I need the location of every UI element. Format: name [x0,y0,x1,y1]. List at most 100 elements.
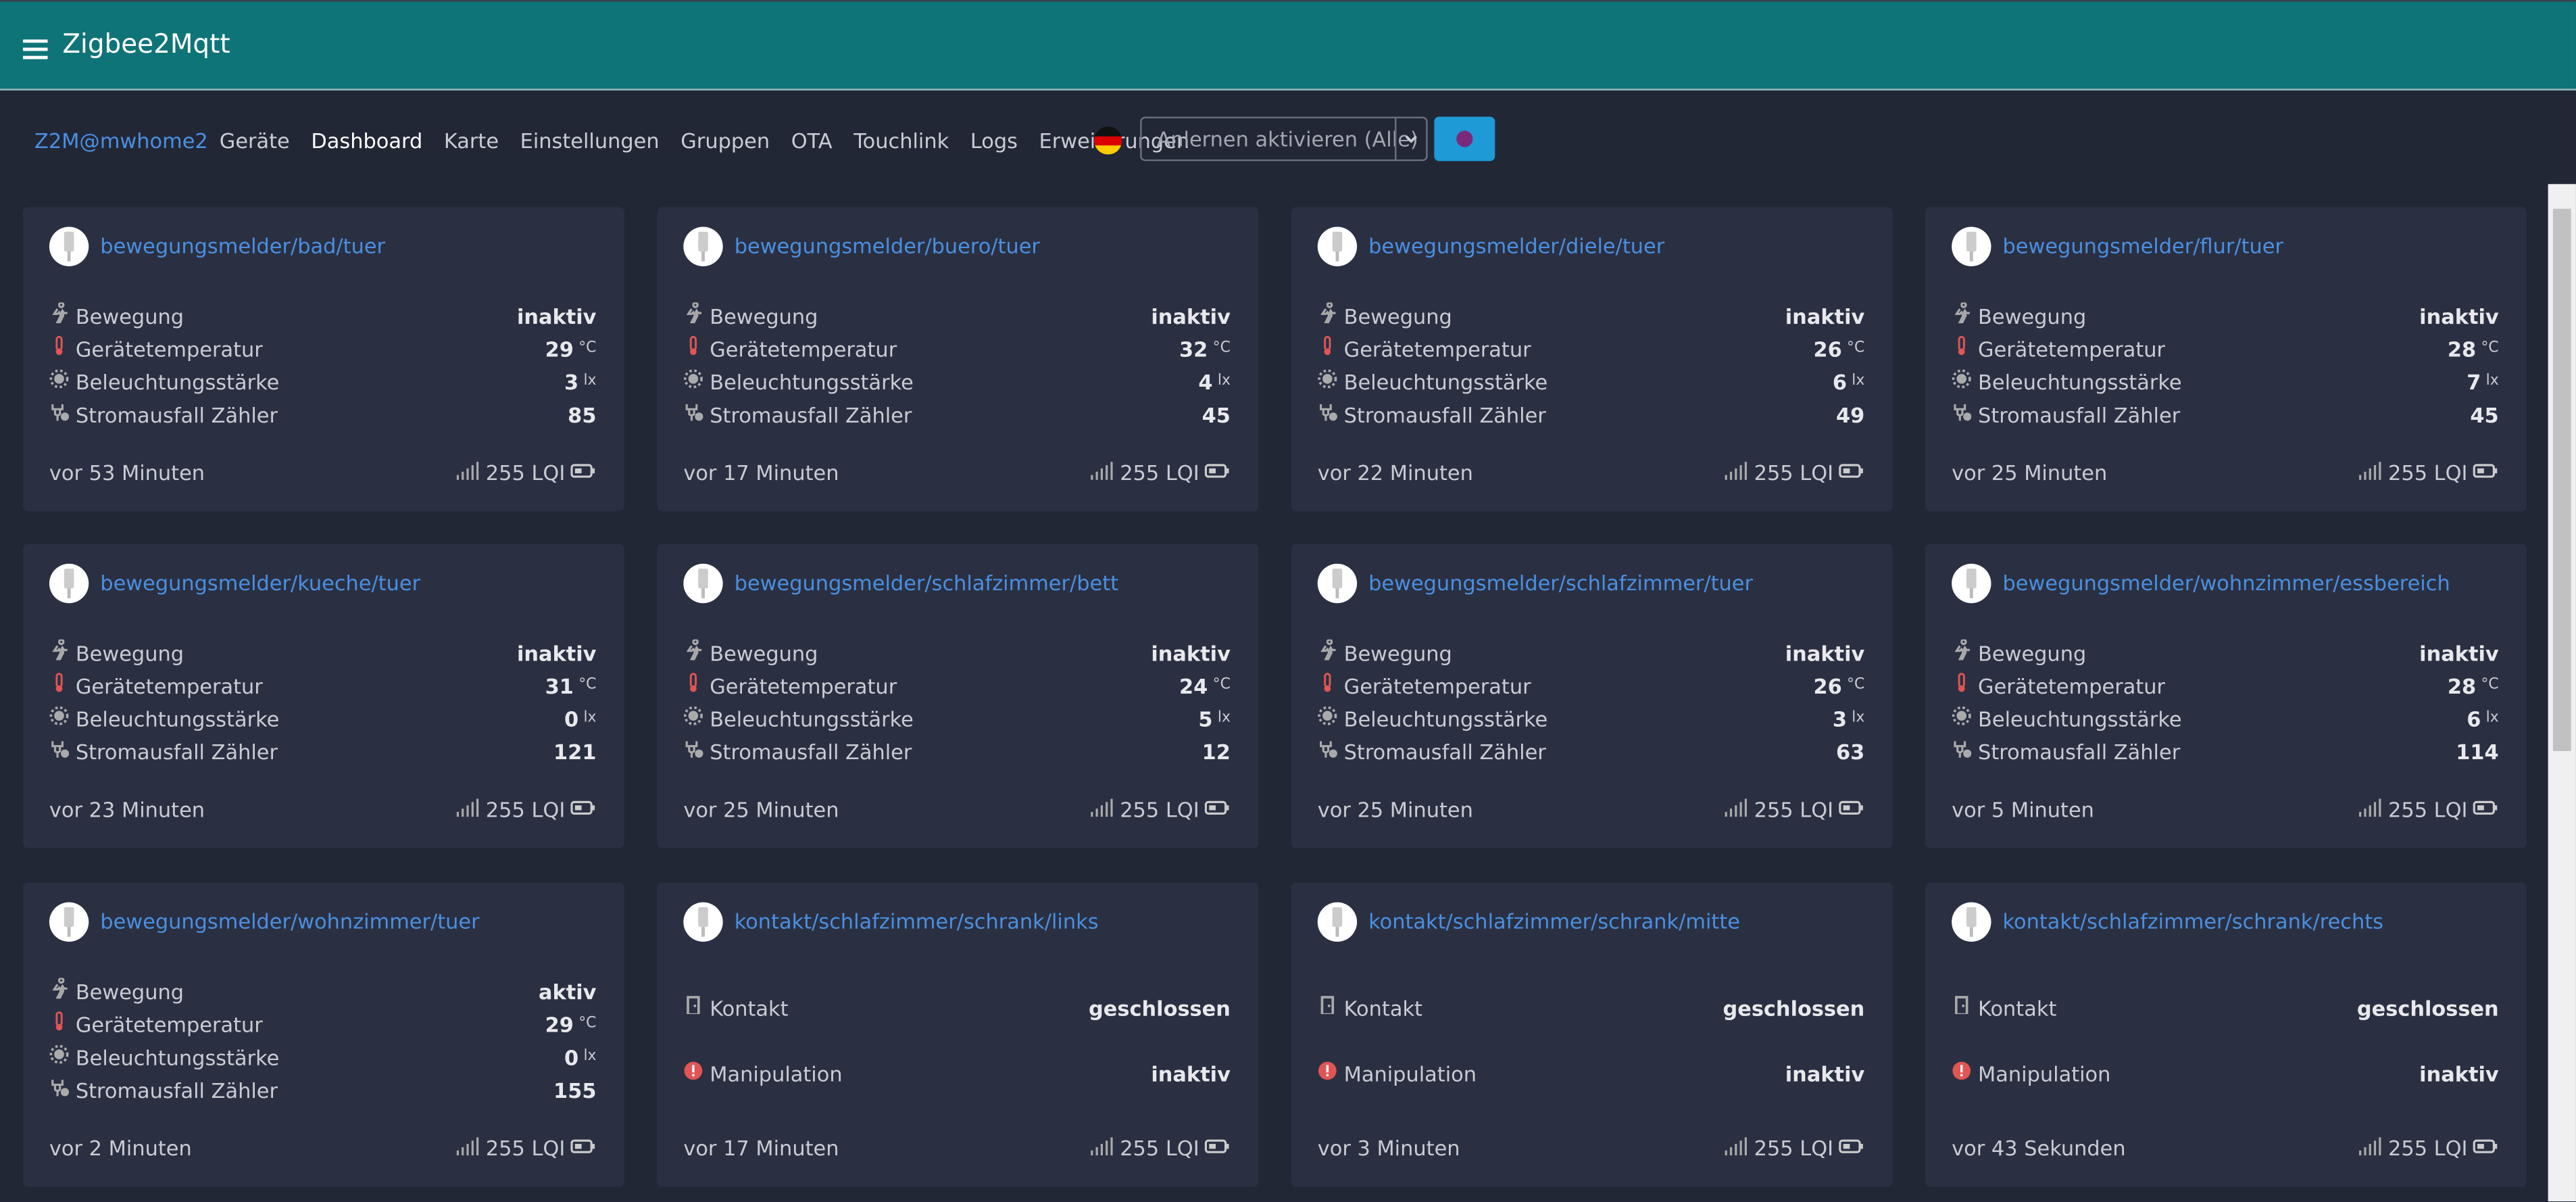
app-title: Zigbee2Mqtt [62,28,230,59]
device-image [1317,902,1358,942]
expose-label: Stromausfall Zähler [1343,738,1546,764]
nav-link[interactable]: Karte [443,127,499,152]
nav-link[interactable]: OTA [791,127,833,152]
expose-row: Bewegung inaktiv [1318,299,1864,332]
device-card: bewegungsmelder/diele/tuer Bewegung inakti… [1291,207,1893,512]
expose-label: Kontakt [1343,995,1422,1020]
nav-link[interactable]: Dashboard [311,127,423,152]
device-link[interactable]: bewegungsmelder/bad/tuer [100,233,386,258]
device-card: bewegungsmelder/flur/tuer Bewegung inaktiv… [1925,207,2527,512]
expose-icon [1952,994,1971,1021]
nav: Z2M@mwhome2 Geräte Dashboard Karte Einstellu… [34,123,1211,156]
nav-link[interactable]: Gruppen [680,127,770,152]
lqi: 255 LQI [485,1135,566,1161]
device-link[interactable]: bewegungsmelder/flur/tuer [2002,233,2283,258]
device-link[interactable]: bewegungsmelder/schlafzimmer/bett [734,570,1119,596]
expose-icon [683,994,703,1021]
expose-row: Gerätetemperatur 28 °C [1952,669,2499,702]
expose-label: Bewegung [75,640,184,665]
signal-icon [455,1136,486,1160]
expose-label: Gerätetemperatur [1343,673,1531,698]
expose-unit: lx [583,710,597,727]
device-link[interactable]: bewegungsmelder/wohnzimmer/tuer [100,909,480,934]
device-link[interactable]: kontakt/schlafzimmer/schrank/rechts [2002,909,2384,934]
last-seen: vor 22 Minuten [1317,460,1473,485]
expose-label: Gerätetemperatur [75,336,263,361]
expose-label: Beleuchtungsstärke [1343,706,1548,731]
expose-icon [1318,335,1337,362]
expose-label: Beleuchtungsstärke [75,368,280,394]
expose-label: Gerätetemperatur [1343,336,1531,361]
nav-link[interactable]: Touchlink [853,127,949,152]
device-image [1952,226,1991,266]
expose-label: Stromausfall Zähler [75,402,278,427]
device-link[interactable]: bewegungsmelder/diele/tuer [1368,233,1665,258]
expose-label: Bewegung [75,978,184,1004]
expose-icon [1318,368,1337,395]
device-link[interactable]: bewegungsmelder/wohnzimmer/essbereich [2002,570,2450,596]
exposes: Bewegung inaktiv Gerätetemperatur 24 °C Beleu… [683,636,1231,767]
expose-icon [1318,401,1337,427]
expose-row: Bewegung inaktiv [683,636,1231,669]
expose-unit: lx [1852,710,1865,727]
expose-value: geschlossen [1089,995,1231,1020]
expose-icon [49,1044,69,1070]
scrollbar[interactable] [2548,184,2576,1202]
expose-unit: lx [1217,710,1231,727]
expose-value: inaktiv [1785,1061,1865,1086]
expose-icon [49,1011,69,1037]
device-card: bewegungsmelder/buero/tuer Bewegung inakti… [657,207,1259,512]
expose-row: Stromausfall Zähler 63 [1318,735,1864,768]
scrollbar-thumb[interactable] [2552,208,2571,752]
expose-icon [49,401,70,427]
battery-icon [565,460,596,485]
device-image [683,902,723,942]
expose-label: Manipulation [1343,1061,1477,1086]
lqi: 255 LQI [1120,460,1199,485]
exposes: Bewegung aktiv Gerätetemperatur 29 °C Beleuch… [49,975,597,1106]
expose-row: Beleuchtungsstärke 6 lx [1318,365,1864,398]
expose-icon [683,335,703,362]
device-link[interactable]: kontakt/schlafzimmer/schrank/mitte [1368,909,1740,934]
dropdown-toggle[interactable] [1395,118,1426,160]
permit-join-button[interactable] [1434,116,1495,162]
expose-label: Stromausfall Zähler [710,738,912,764]
expose-row: Stromausfall Zähler 85 [49,398,597,431]
device-image [49,902,89,942]
expose-row: Bewegung inaktiv [1952,299,2499,332]
nav-link[interactable]: Einstellungen [520,127,660,152]
instance-link[interactable]: Z2M@mwhome2 [34,127,208,152]
expose-label: Kontakt [1978,995,2057,1020]
last-seen: vor 17 Minuten [683,460,839,485]
device-image [49,226,89,266]
last-seen: vor 25 Minuten [1952,460,2108,485]
nav-link[interactable]: Geräte [219,127,290,152]
language-flag[interactable] [1094,126,1122,155]
expose-value: inaktiv [1785,640,1865,665]
expose-icon [1318,994,1337,1021]
select-text: Anlernen aktivieren (Alle) [1156,126,1418,151]
card-footer: vor 3 Minuten 255 LQI [1318,1136,1865,1160]
expose-icon [49,638,69,666]
expose-label: Bewegung [1343,640,1452,665]
expose-row: Gerätetemperatur 29 °C [49,1007,597,1040]
expose-value: inaktiv [516,640,597,665]
expose-label: Stromausfall Zähler [1978,738,2181,764]
device-link[interactable]: bewegungsmelder/kueche/tuer [100,570,421,596]
device-link[interactable]: bewegungsmelder/buero/tuer [734,233,1040,258]
signal-icon [1089,460,1120,485]
device-link[interactable]: kontakt/schlafzimmer/schrank/links [734,909,1099,934]
expose-value: inaktiv [1151,1061,1231,1086]
nav-link[interactable]: Logs [970,127,1018,152]
device-link[interactable]: bewegungsmelder/schlafzimmer/tuer [1368,570,1754,596]
menu-icon[interactable] [23,39,48,59]
last-seen: vor 25 Minuten [1317,797,1473,822]
expose-icon [683,705,703,731]
exposes: Kontakt geschlossen Manipulation inaktiv [1318,975,1865,1106]
permit-join-select[interactable]: Anlernen aktivieren (Alle) [1140,116,1428,162]
expose-row: Stromausfall Zähler 45 [1952,398,2499,431]
expose-value: 31 [545,673,574,698]
expose-unit: °C [578,677,597,694]
expose-value: 28 [2447,336,2477,361]
